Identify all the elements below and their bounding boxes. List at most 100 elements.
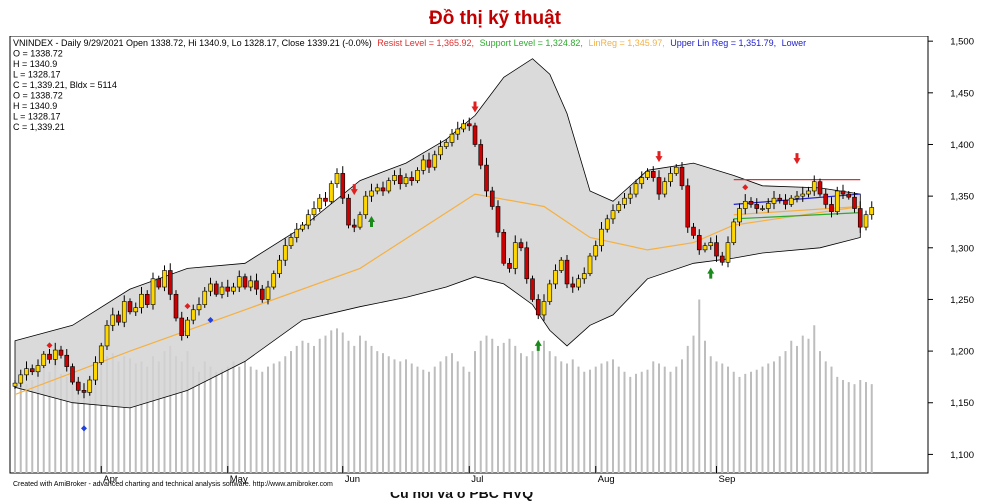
- candle-body: [691, 226, 696, 236]
- candle-body: [524, 247, 530, 280]
- header-linreg-text: LinReg = 1,345.97,: [588, 38, 664, 48]
- candle-body: [869, 207, 875, 216]
- header-upper-linreg-text: Upper Lin Reg = 1,351.79,: [670, 38, 776, 48]
- candle-body: [35, 365, 41, 373]
- blue-diamond-marker: [207, 316, 214, 323]
- candle-body: [547, 283, 553, 302]
- cut-caption-text: Cu hỏi và ô PBC HVQ: [390, 492, 534, 501]
- candle-body: [87, 379, 93, 393]
- candle-body: [754, 204, 760, 209]
- y-axis: 1,500 1,450 1,400 1,350 1,300 1,250 1,200 1,150…: [928, 37, 974, 461]
- y-tick-label: 1,350: [950, 192, 974, 203]
- candle-body: [829, 204, 834, 212]
- info-line: L = 1328.17: [13, 112, 60, 122]
- candle-body: [432, 154, 438, 168]
- candle-body: [173, 293, 179, 319]
- y-tick-label: 1,150: [950, 398, 974, 409]
- candle-body: [225, 286, 231, 292]
- candle-body: [236, 276, 242, 288]
- candle-body: [662, 181, 668, 195]
- candle-body: [29, 368, 35, 373]
- header-support-text: Support Level = 1,324.82,: [480, 38, 583, 48]
- y-tick-label: 1,250: [950, 295, 974, 306]
- candle-body: [202, 290, 208, 305]
- candle-body: [374, 187, 380, 192]
- candle-body: [616, 204, 622, 211]
- candle-body: [190, 309, 196, 321]
- sell-arrow: [350, 184, 358, 196]
- candle-body: [41, 353, 47, 366]
- candle-body: [219, 286, 225, 295]
- candle-body: [334, 173, 340, 185]
- candle-body: [673, 166, 679, 174]
- candle-body: [259, 288, 265, 300]
- y-tick-label: 1,500: [950, 37, 974, 48]
- candle-body: [409, 177, 415, 181]
- candle-body: [288, 237, 294, 247]
- candle-body: [386, 180, 392, 192]
- x-axis: Apr May Jun Jul Aug Sep: [100, 466, 735, 485]
- candle-body: [12, 382, 18, 387]
- candle-body: [150, 278, 156, 305]
- candle-body: [196, 304, 202, 311]
- candle-body: [213, 283, 219, 295]
- candle-body: [363, 195, 369, 216]
- candle-body: [231, 286, 236, 292]
- candle-body: [47, 353, 52, 360]
- candle-body: [639, 177, 645, 185]
- candle-body: [668, 173, 673, 182]
- candle-body: [104, 324, 110, 347]
- candle-body: [530, 278, 535, 300]
- candle-body: [248, 280, 254, 288]
- chart-header-line: VNINDEX - Daily 9/29/2021 Open 1338.72, …: [13, 38, 806, 48]
- linreg-curve: [14, 193, 861, 396]
- candle-body: [587, 255, 593, 274]
- candle-body: [81, 390, 87, 393]
- candle-body: [627, 193, 633, 199]
- candle-body: [52, 349, 58, 360]
- candle-body: [139, 293, 144, 309]
- chart-frame: 1,500 1,450 1,400 1,350 1,300 1,250 1,200 1,150…: [8, 36, 982, 490]
- candle-body: [725, 242, 731, 263]
- candle-body: [708, 242, 714, 247]
- info-line: H = 1340.9: [13, 101, 57, 111]
- candle-body: [512, 242, 518, 269]
- y-tick-label: 1,300: [950, 243, 974, 254]
- candle-body: [167, 270, 173, 295]
- candle-body: [564, 259, 570, 285]
- candle-body: [426, 159, 432, 168]
- candle-body: [328, 183, 334, 202]
- candle-body: [765, 203, 771, 209]
- candle-body: [719, 255, 725, 263]
- candle-body: [541, 301, 547, 316]
- candle-body: [380, 187, 386, 192]
- linreg-line: [14, 193, 861, 396]
- candle-body: [742, 200, 748, 209]
- candle-body: [599, 228, 604, 247]
- candle-body: [484, 164, 489, 192]
- candle-body: [449, 133, 455, 143]
- candle-body: [633, 183, 639, 195]
- candle-body: [58, 349, 64, 356]
- header-ohlc-text: VNINDEX - Daily 9/29/2021 Open 1338.72, …: [13, 38, 372, 48]
- candle-body: [397, 175, 403, 185]
- x-month-label: Aug: [598, 474, 615, 485]
- candle-body: [817, 181, 823, 195]
- candle-body: [179, 317, 185, 336]
- candle-body: [507, 262, 512, 269]
- candle-body: [570, 283, 576, 288]
- candle-body: [311, 208, 317, 216]
- candle-body: [121, 301, 127, 323]
- candle-body: [788, 197, 794, 205]
- y-tick-label: 1,400: [950, 140, 974, 151]
- candle-body: [857, 208, 863, 228]
- candle-body: [294, 228, 300, 238]
- candle-body: [553, 270, 558, 285]
- support-line: [733, 212, 861, 220]
- candle-body: [771, 197, 777, 204]
- candle-body: [415, 170, 420, 181]
- candle-body: [696, 235, 702, 251]
- red-diamond-marker: [184, 303, 191, 310]
- candle-body: [852, 196, 857, 209]
- candle-body: [863, 214, 869, 228]
